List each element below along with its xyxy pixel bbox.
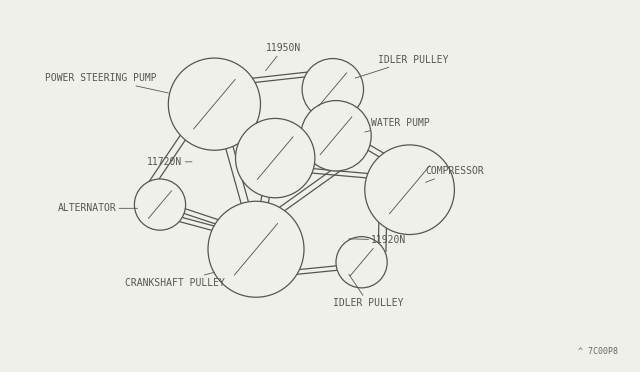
Ellipse shape: [301, 100, 371, 171]
Text: 11950N: 11950N: [266, 44, 301, 71]
Ellipse shape: [208, 201, 304, 297]
Text: WATER PUMP: WATER PUMP: [365, 118, 430, 132]
Text: COMPRESSOR: COMPRESSOR: [426, 166, 484, 182]
Ellipse shape: [134, 179, 186, 230]
Text: IDLER PULLEY: IDLER PULLEY: [355, 55, 448, 78]
Text: 11720N: 11720N: [147, 157, 192, 167]
Text: 11920N: 11920N: [349, 235, 406, 245]
Ellipse shape: [365, 145, 454, 234]
Ellipse shape: [302, 58, 364, 120]
Ellipse shape: [236, 118, 315, 198]
Ellipse shape: [336, 237, 387, 288]
Ellipse shape: [168, 58, 260, 150]
Text: ^ 7C00P8: ^ 7C00P8: [579, 347, 618, 356]
Text: ALTERNATOR: ALTERNATOR: [58, 203, 138, 213]
Text: POWER STEERING PUMP: POWER STEERING PUMP: [45, 73, 168, 93]
Text: CRANKSHAFT PULLEY: CRANKSHAFT PULLEY: [125, 272, 225, 288]
Text: IDLER PULLEY: IDLER PULLEY: [333, 274, 403, 308]
